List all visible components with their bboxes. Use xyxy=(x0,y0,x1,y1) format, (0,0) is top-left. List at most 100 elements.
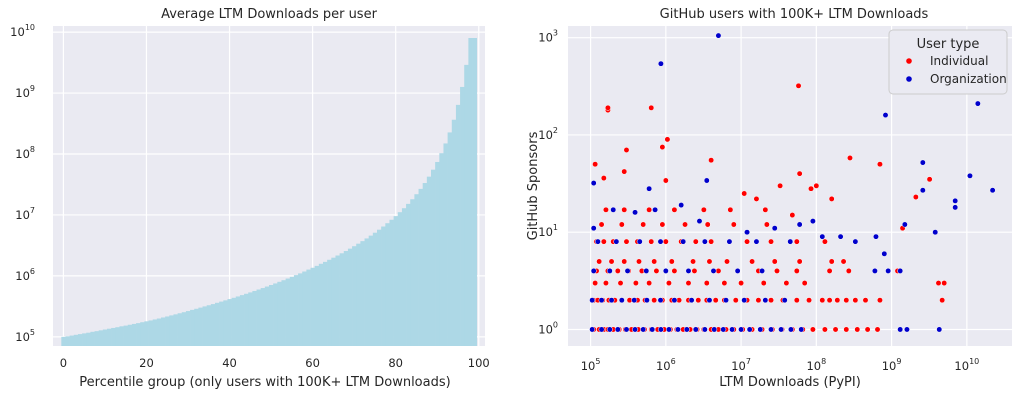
right-scatter-points xyxy=(589,32,996,333)
scatter-point-individual xyxy=(821,238,828,245)
scatter-point-individual xyxy=(708,157,715,164)
bar xyxy=(431,169,436,346)
scatter-point-organization xyxy=(936,326,943,333)
scatter-point-organization xyxy=(781,297,788,304)
scatter-point-organization xyxy=(608,297,615,304)
bar xyxy=(277,281,282,346)
right-x-tick-label: 105 xyxy=(581,357,601,373)
right-chart-panel: 105 106 107 108 109 1010 100 101 102 103 GitHub … xyxy=(526,7,1012,390)
scatter-point-individual xyxy=(926,176,933,183)
scatter-point-individual xyxy=(793,297,800,304)
left-x-axis-label: Percentile group (only users with 100K+ … xyxy=(79,375,450,390)
bar xyxy=(335,255,340,346)
scatter-point-individual xyxy=(768,238,774,245)
scatter-point-organization xyxy=(701,326,708,333)
bar xyxy=(393,216,399,346)
scatter-point-organization xyxy=(657,60,664,67)
bar xyxy=(455,104,461,346)
right-y-tick-label: 101 xyxy=(538,223,558,239)
bar xyxy=(302,271,307,346)
scatter-point-individual xyxy=(819,297,826,304)
scatter-point-individual xyxy=(876,161,883,168)
scatter-point-individual xyxy=(602,206,609,213)
scatter-point-organization xyxy=(598,326,605,333)
scatter-point-individual xyxy=(598,221,605,228)
scatter-point-individual xyxy=(724,258,730,265)
scatter-point-individual xyxy=(777,182,784,189)
scatter-point-individual xyxy=(621,206,628,213)
bar xyxy=(131,323,137,346)
legend-box xyxy=(888,29,1008,95)
scatter-point-organization xyxy=(741,297,748,304)
bar xyxy=(115,327,120,346)
scatter-point-organization xyxy=(692,326,699,333)
bar xyxy=(185,311,191,346)
bar xyxy=(418,188,423,346)
bar xyxy=(181,312,187,346)
bar xyxy=(464,64,469,347)
bar xyxy=(219,301,224,346)
scatter-point-individual xyxy=(864,326,871,333)
left-y-tick-label: 106 xyxy=(15,267,35,283)
bar xyxy=(289,276,295,346)
scatter-point-organization xyxy=(665,326,672,333)
scatter-point-individual xyxy=(690,258,697,265)
left-x-tick-label: 100 xyxy=(468,356,490,370)
bar xyxy=(447,132,453,346)
scatter-point-individual xyxy=(621,258,628,265)
scatter-point-organization xyxy=(662,267,669,274)
scatter-point-individual xyxy=(727,206,734,213)
scatter-point-organization xyxy=(590,180,597,187)
right-y-tick-label: 100 xyxy=(538,320,558,336)
right-x-tick-label: 107 xyxy=(731,357,751,373)
scatter-point-individual xyxy=(730,221,737,228)
scatter-point-organization xyxy=(646,185,653,192)
scatter-point-individual xyxy=(840,258,847,265)
scatter-point-individual xyxy=(671,267,678,274)
scatter-point-individual xyxy=(843,326,850,333)
scatter-point-individual xyxy=(640,221,647,228)
scatter-point-organization xyxy=(589,326,596,333)
scatter-point-individual xyxy=(671,206,678,213)
scatter-point-organization xyxy=(885,267,892,274)
bar xyxy=(102,329,108,346)
bar xyxy=(306,269,311,346)
scatter-point-individual xyxy=(602,280,609,287)
scatter-point-organization xyxy=(652,206,659,213)
scatter-point-individual xyxy=(715,267,722,274)
bar xyxy=(310,267,315,346)
scatter-point-individual xyxy=(783,280,790,287)
scatter-point-individual xyxy=(600,238,607,245)
bar xyxy=(239,295,245,346)
right-y-ticks: 100 101 102 103 xyxy=(538,29,558,337)
bar xyxy=(140,322,145,346)
scatter-point-individual xyxy=(682,221,688,228)
scatter-point-individual xyxy=(592,280,599,287)
bar xyxy=(119,326,124,346)
bar xyxy=(443,143,448,346)
scatter-point-organization xyxy=(796,221,803,228)
bar xyxy=(73,334,79,346)
left-gridlines xyxy=(53,26,485,346)
scatter-point-organization xyxy=(649,326,656,333)
bar xyxy=(264,286,270,346)
bar xyxy=(343,251,349,346)
bar xyxy=(314,265,320,346)
right-chart-title: GitHub users with 100K+ LTM Downloads xyxy=(660,7,929,22)
scatter-point-individual xyxy=(685,280,692,287)
bar xyxy=(339,253,345,346)
scatter-point-individual xyxy=(876,297,883,304)
scatter-point-organization xyxy=(623,326,630,333)
scatter-point-organization xyxy=(675,326,681,333)
left-y-tick-label: 105 xyxy=(15,328,35,344)
scatter-point-individual xyxy=(912,194,919,200)
bar xyxy=(202,306,207,346)
bar xyxy=(460,86,465,346)
scatter-point-individual xyxy=(852,297,859,304)
scatter-point-organization xyxy=(919,159,926,166)
bar xyxy=(260,288,266,346)
scatter-point-individual xyxy=(808,185,814,192)
left-x-ticks: 0 20 40 60 80 100 xyxy=(60,356,490,370)
bar xyxy=(173,314,178,346)
scatter-point-individual xyxy=(941,280,948,287)
